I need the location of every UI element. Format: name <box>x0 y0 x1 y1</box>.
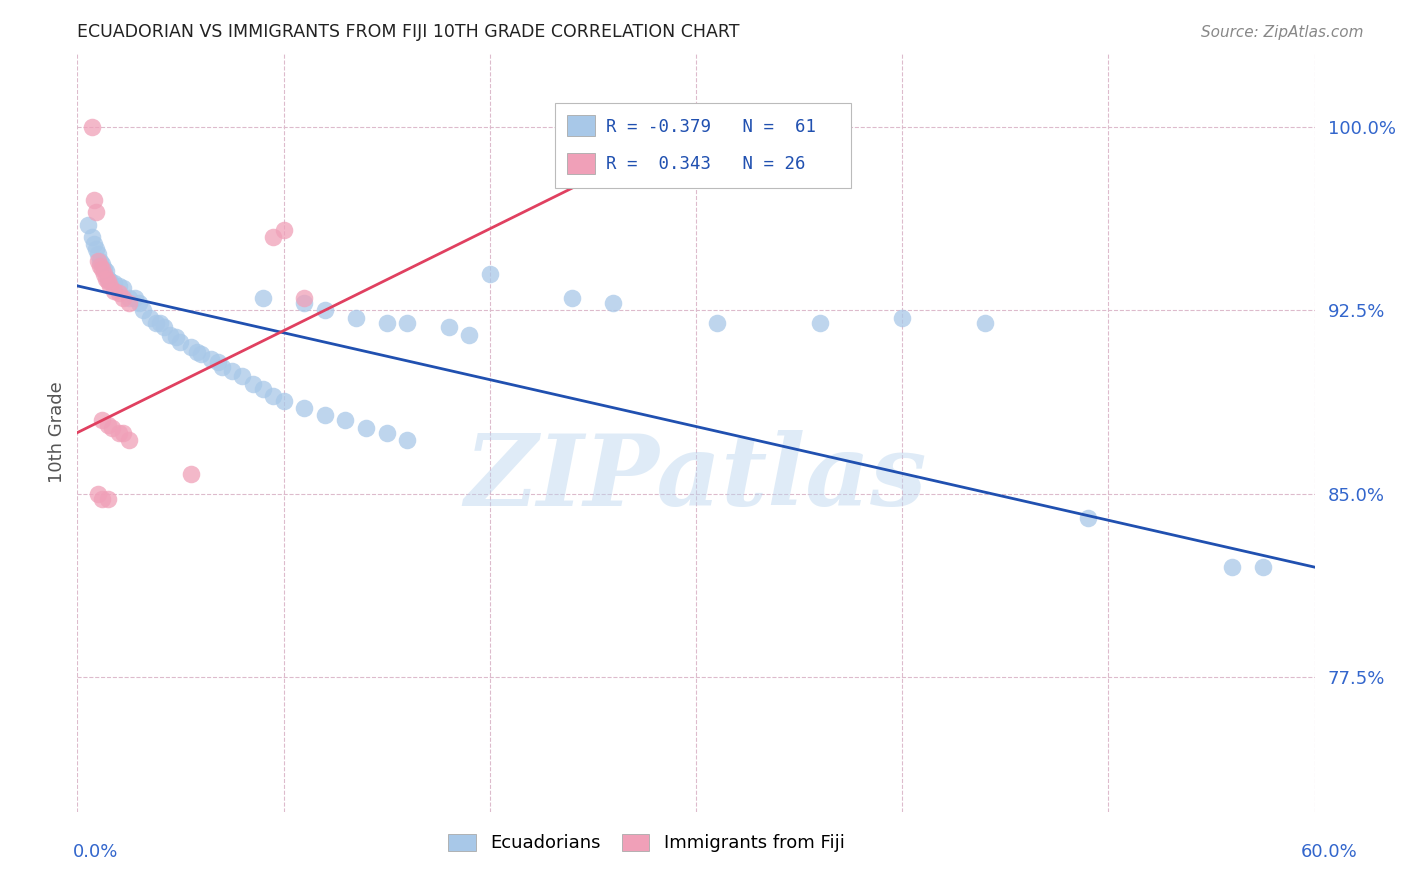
Point <box>111 291 134 305</box>
Point <box>97 491 120 506</box>
Point <box>180 467 202 482</box>
Point <box>83 237 105 252</box>
Point <box>273 222 295 236</box>
Point <box>252 382 274 396</box>
Point <box>80 230 103 244</box>
Point <box>91 413 114 427</box>
Point <box>891 310 914 325</box>
Point <box>97 274 120 288</box>
Point <box>98 278 121 293</box>
Point <box>118 296 141 310</box>
Point <box>91 491 114 506</box>
Point <box>89 254 111 268</box>
Point <box>354 421 377 435</box>
Point <box>1077 511 1099 525</box>
Text: ZIPatlas: ZIPatlas <box>465 430 927 526</box>
Point <box>84 205 107 219</box>
Point <box>153 320 176 334</box>
Point <box>103 277 125 291</box>
Text: 0.0%: 0.0% <box>73 843 118 861</box>
Point <box>602 296 624 310</box>
Y-axis label: 10th Grade: 10th Grade <box>48 382 66 483</box>
Point <box>478 267 501 281</box>
Point <box>91 261 114 276</box>
Point <box>808 316 831 330</box>
Point <box>437 320 460 334</box>
Point <box>138 310 160 325</box>
Point <box>87 254 110 268</box>
Point <box>207 354 229 368</box>
Point <box>335 413 357 427</box>
Point <box>165 330 187 344</box>
Point <box>149 316 172 330</box>
Point <box>262 389 284 403</box>
Point <box>87 487 110 501</box>
Point <box>118 291 141 305</box>
Point <box>375 316 398 330</box>
Point <box>211 359 233 374</box>
Point <box>200 352 222 367</box>
Point <box>159 327 181 342</box>
Point <box>252 291 274 305</box>
Point <box>180 340 202 354</box>
Point <box>1220 560 1243 574</box>
Point <box>262 230 284 244</box>
Point <box>111 425 134 440</box>
Point <box>80 120 103 134</box>
Point <box>93 261 115 276</box>
Point <box>128 296 150 310</box>
Point <box>221 364 243 378</box>
Point <box>231 369 253 384</box>
Point <box>96 271 118 285</box>
Point <box>1251 560 1274 574</box>
Point <box>186 345 208 359</box>
Point <box>93 267 115 281</box>
Point <box>292 291 315 305</box>
Point <box>87 247 110 261</box>
Point <box>292 401 315 416</box>
Point <box>97 418 120 433</box>
Point <box>273 393 295 408</box>
Text: Source: ZipAtlas.com: Source: ZipAtlas.com <box>1201 25 1364 40</box>
Point <box>190 347 212 361</box>
Point <box>107 286 129 301</box>
Point <box>83 194 105 208</box>
Point <box>242 376 264 391</box>
Point <box>118 433 141 447</box>
Point <box>91 257 114 271</box>
Point <box>101 421 124 435</box>
Point <box>107 425 129 440</box>
Point <box>375 425 398 440</box>
Legend: Ecuadorians, Immigrants from Fiji: Ecuadorians, Immigrants from Fiji <box>441 826 852 860</box>
Point <box>706 316 728 330</box>
Point <box>396 433 419 447</box>
Point <box>97 271 120 285</box>
Point <box>169 335 191 350</box>
Point <box>103 284 125 298</box>
Point <box>396 316 419 330</box>
Text: R = -0.379   N =  61: R = -0.379 N = 61 <box>606 118 815 136</box>
Point <box>292 296 315 310</box>
Point <box>107 278 129 293</box>
Point <box>145 316 167 330</box>
Point <box>76 218 98 232</box>
Point <box>111 281 134 295</box>
Point <box>124 291 146 305</box>
Point <box>344 310 367 325</box>
Point <box>132 303 155 318</box>
Text: R =  0.343   N = 26: R = 0.343 N = 26 <box>606 155 806 173</box>
Point <box>973 316 995 330</box>
Point <box>314 409 336 423</box>
Point <box>561 291 583 305</box>
Point <box>89 260 111 274</box>
Point <box>314 303 336 318</box>
Text: ECUADORIAN VS IMMIGRANTS FROM FIJI 10TH GRADE CORRELATION CHART: ECUADORIAN VS IMMIGRANTS FROM FIJI 10TH … <box>77 23 740 41</box>
Point <box>84 242 107 256</box>
Point <box>458 327 481 342</box>
Text: 60.0%: 60.0% <box>1301 843 1357 861</box>
Point <box>98 274 121 288</box>
Point <box>96 264 118 278</box>
